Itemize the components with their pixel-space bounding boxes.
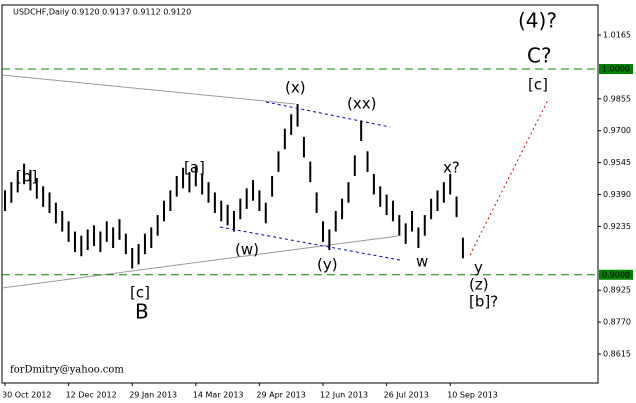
- wave-label: B: [135, 300, 149, 324]
- y-tick-label: 0.8770: [603, 318, 631, 327]
- x-tick-label: 29 Jan 2013: [129, 391, 177, 400]
- wave-label: [c]: [528, 76, 548, 94]
- chart-title: USDCHF,Daily 0.9120 0.9137 0.9112 0.9120: [13, 8, 191, 17]
- wave-label: y: [474, 259, 483, 277]
- x-tick-label: 30 Oct 2012: [2, 391, 51, 400]
- wave-label: [b]: [16, 168, 37, 186]
- y-tick-label: 0.8615: [603, 349, 631, 358]
- y-tick-label: 0.9700: [603, 126, 631, 135]
- wave-label: (y): [317, 256, 338, 274]
- x-tick-label: 29 Apr 2013: [256, 391, 305, 400]
- x-tick-label: 12 Dec 2012: [66, 391, 117, 400]
- wave-label: (x): [285, 79, 306, 97]
- x-tick-label: 14 Mar 2013: [193, 391, 244, 400]
- wave-label: (4)?: [518, 9, 557, 33]
- wave-label: (z): [469, 276, 489, 294]
- trend-line: [1, 235, 399, 289]
- level-label: 1.0000: [602, 64, 630, 73]
- x-tick-label: 10 Sep 2013: [447, 391, 498, 400]
- y-tick-label: 0.9235: [603, 222, 631, 231]
- level-label-box: [599, 63, 633, 74]
- watermark: forDmitry@yahoo.com: [10, 365, 124, 376]
- wave-label: w: [416, 253, 428, 271]
- forecast-line: [469, 99, 549, 256]
- wave-label: x?: [443, 159, 460, 177]
- plot-frame: [1, 4, 599, 384]
- y-tick-label: 0.9855: [603, 94, 631, 103]
- level-label: 0.9000: [602, 270, 630, 279]
- y-tick-label: 0.9545: [603, 158, 631, 167]
- y-tick-label: 0.9390: [603, 190, 631, 199]
- level-label-box: [599, 269, 633, 280]
- x-tick-label: 26 Jul 2013: [384, 391, 429, 400]
- channel-line: [219, 226, 401, 261]
- wave-label: [a]: [184, 159, 205, 177]
- trend-line: [1, 74, 296, 105]
- wave-label: [c]: [130, 284, 150, 302]
- y-tick-label: 0.8925: [603, 286, 631, 295]
- y-tick-label: 1.0165: [603, 31, 631, 40]
- x-tick-label: 12 Jun 2013: [320, 391, 368, 400]
- wave-label: (w): [235, 241, 259, 259]
- wave-label: [b]?: [469, 293, 498, 311]
- wave-label: (xx): [347, 95, 376, 113]
- wave-label: C?: [527, 44, 552, 68]
